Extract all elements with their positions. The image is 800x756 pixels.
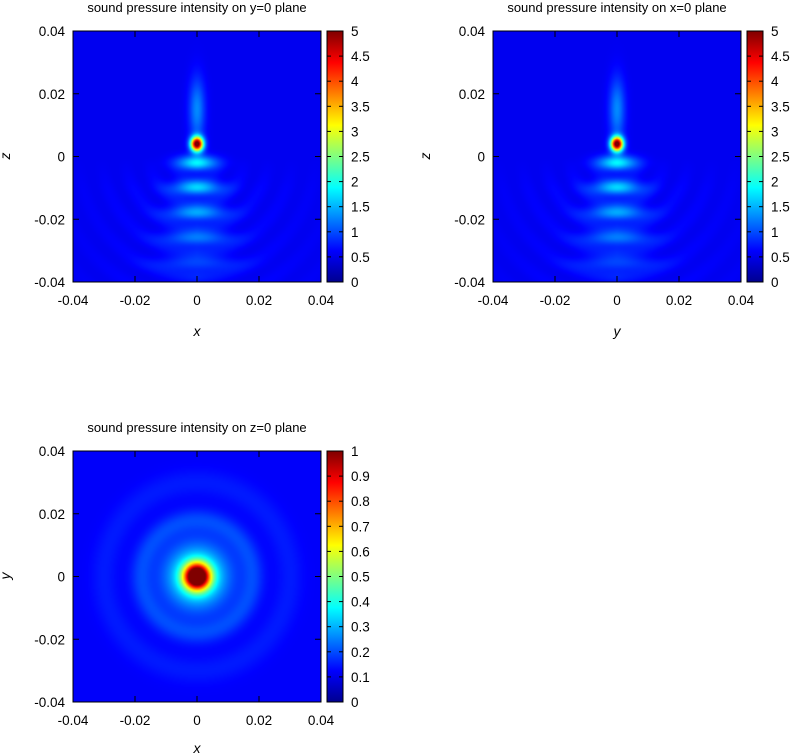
chart-title: sound pressure intensity on x=0 plane [507,0,726,15]
x-tick-label: -0.04 [58,713,89,728]
colorbar-ticks: 0 0.5 1 1.5 2 2.5 3 3.5 4 4.5 5 [747,24,790,290]
y-tick-label: 0.04 [459,24,486,39]
y-tick-label: 0.02 [459,87,485,102]
panel-x0-plane: sound pressure intensity on x=0 plane -0… [417,0,790,339]
y-tick-label: -0.02 [454,212,485,227]
x-tick-label: 0.02 [246,713,272,728]
panel-z0-plane: sound pressure intensity on z=0 plane -0… [0,420,370,756]
x-tick-label: 0.04 [308,713,335,728]
colorbar-tick-label: 0.7 [351,519,370,534]
colorbar-tick-label: 1 [771,225,779,240]
y-tick-label: -0.02 [34,212,65,227]
colorbar-tick-label: 0.8 [351,494,370,509]
colorbar-tick-label: 2 [771,175,779,190]
colorbar-tick-label: 0 [351,275,359,290]
colorbar-tick-label: 1.5 [771,200,790,215]
y-axis: -0.04 -0.02 0 0.02 0.04 [454,24,741,290]
y-tick-label: -0.04 [34,275,65,290]
colorbar-tick-label: 2.5 [351,150,370,165]
x-axis-label: x [193,323,202,339]
x-axis-label: y [613,323,622,339]
heatmap-image [493,31,741,282]
colorbar-tick-label: 1 [351,444,359,459]
x-axis: -0.04 -0.02 0 0.02 0.04 [58,31,335,308]
x-tick-label: -0.02 [540,293,571,308]
colorbar-tick-label: 0.9 [351,469,370,484]
colorbar-tick-label: 4 [351,74,359,89]
colorbar-ticks: 0 0.5 1 1.5 2 2.5 3 3.5 4 4.5 5 [327,24,370,290]
colorbar-tick-label: 0.3 [351,620,370,635]
chart-title: sound pressure intensity on z=0 plane [87,420,306,435]
y-tick-label: 0 [57,570,65,585]
colorbar-tick-label: 5 [351,24,359,39]
y-tick-label: 0.04 [39,24,66,39]
colorbar-ticks: 0 0.1 0.2 0.3 0.4 0.5 0.6 0.7 0.8 0.9 1 [327,444,370,710]
x-tick-label: 0.04 [728,293,755,308]
y-axis-label: z [417,153,433,161]
x-tick-label: 0.04 [308,293,335,308]
x-tick-label: 0 [613,293,621,308]
heatmap-image [73,451,321,702]
x-tick-label: -0.02 [120,293,151,308]
y-axis-label: z [0,153,13,161]
x-tick-label: 0.02 [666,293,692,308]
colorbar-tick-label: 0.5 [771,250,790,265]
y-tick-label: 0.02 [39,87,65,102]
colorbar-tick-label: 4.5 [771,49,790,64]
colorbar-tick-label: 4.5 [351,49,370,64]
y-tick-label: -0.04 [454,275,485,290]
x-tick-label: 0 [193,713,201,728]
panel-y0-plane: sound pressure intensity on y=0 plane -0… [0,0,370,339]
y-axis: -0.04 -0.02 0 0.02 0.04 [34,444,321,710]
x-tick-label: -0.04 [58,293,89,308]
colorbar-tick-label: 0.4 [351,595,370,610]
colorbar-tick-label: 3 [351,124,359,139]
colorbar-tick-label: 3 [771,124,779,139]
x-tick-label: 0.02 [246,293,272,308]
x-axis: -0.04 -0.02 0 0.02 0.04 [478,31,755,308]
y-axis: -0.04 -0.02 0 0.02 0.04 [34,24,321,290]
y-tick-label: 0 [477,150,485,165]
y-tick-label: -0.02 [34,632,65,647]
colorbar-tick-label: 0.2 [351,645,370,660]
colorbar-tick-label: 0 [771,275,779,290]
x-tick-label: -0.04 [478,293,509,308]
heatmap-image [73,31,321,282]
colorbar-tick-label: 1 [351,225,359,240]
y-tick-label: 0.02 [39,507,65,522]
y-tick-label: 0.04 [39,444,66,459]
colorbar-tick-label: 0 [351,695,359,710]
colorbar-tick-label: 4 [771,74,779,89]
colorbar-tick-label: 3.5 [351,99,370,114]
colorbar-tick-label: 1.5 [351,200,370,215]
y-tick-label: -0.04 [34,695,65,710]
y-tick-label: 0 [57,150,65,165]
x-axis-label: x [193,740,202,756]
x-tick-label: -0.02 [120,713,151,728]
y-axis-label: y [0,572,13,581]
colorbar-tick-label: 2.5 [771,150,790,165]
chart-title: sound pressure intensity on y=0 plane [87,0,306,15]
x-tick-label: 0 [193,293,201,308]
colorbar-tick-label: 5 [771,24,779,39]
x-axis: -0.04 -0.02 0 0.02 0.04 [58,451,335,728]
colorbar-tick-label: 3.5 [771,99,790,114]
colorbar-tick-label: 2 [351,175,359,190]
colorbar-tick-label: 0.5 [351,250,370,265]
colorbar-tick-label: 0.6 [351,544,370,559]
colorbar-tick-label: 0.1 [351,670,370,685]
colorbar-tick-label: 0.5 [351,570,370,585]
